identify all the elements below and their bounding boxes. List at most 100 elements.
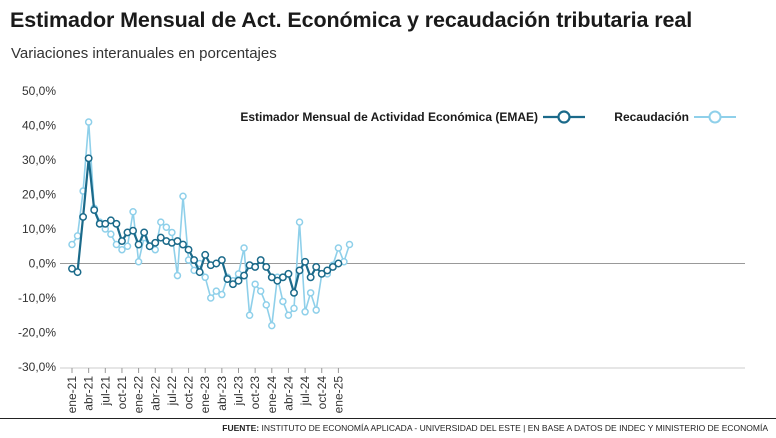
- emae-point: [112, 219, 121, 228]
- recaudacion-point: [240, 244, 248, 252]
- emae-point: [106, 216, 115, 225]
- recaudacion-point: [334, 244, 343, 252]
- recaudacion-point: [112, 240, 121, 249]
- emae-point: [273, 276, 282, 285]
- recaudacion-point: [129, 208, 137, 216]
- emae-point: [278, 273, 287, 282]
- recaudacion-point: [68, 240, 76, 249]
- source-footer: FUENTE: INSTITUTO DE ECONOMÍA APLICADA -…: [0, 418, 776, 438]
- legend-marker-recaudacion: [708, 110, 722, 124]
- recaudacion-point: [179, 192, 187, 200]
- source-label: FUENTE:: [222, 423, 260, 433]
- recaudacion-point: [290, 304, 298, 313]
- emae-point: [301, 257, 310, 266]
- recaudacion-point: [118, 245, 126, 254]
- x-tick-label: abr-22: [148, 376, 162, 411]
- x-tick-label: ene-22: [132, 376, 146, 414]
- series-emae: [68, 154, 343, 297]
- emae-point: [290, 288, 298, 297]
- emae-point: [223, 275, 232, 283]
- emae-point: [334, 259, 343, 268]
- x-tick-label: jul-21: [98, 376, 112, 407]
- y-axis: 50,0% 40,0% 30,0% 20,0% 10,0% 0,0% -10,0% -20,0…: [18, 84, 56, 374]
- x-tick-label: jul-23: [232, 376, 246, 407]
- emae-point: [284, 269, 293, 278]
- emae-point: [79, 212, 88, 221]
- recaudacion-point: [207, 294, 215, 302]
- emae-point: [240, 271, 249, 280]
- emae-point: [134, 240, 143, 249]
- x-tick-label: jul-24: [298, 376, 312, 407]
- recaudacion-point: [262, 301, 270, 309]
- series-layer: [68, 118, 354, 330]
- recaudacion-point: [134, 258, 143, 266]
- x-tick-label: abr-24: [281, 376, 295, 411]
- y-tick-label: 10,0%: [22, 222, 56, 236]
- y-tick-label: -10,0%: [18, 291, 56, 305]
- recaudacion-point: [301, 308, 309, 316]
- y-tick-label: 50,0%: [22, 84, 56, 98]
- x-tick-label: abr-21: [82, 376, 96, 411]
- emae-point: [129, 226, 138, 235]
- emae-point: [312, 263, 321, 271]
- y-tick-label: 40,0%: [22, 119, 56, 133]
- legend-marker-emae: [557, 110, 571, 124]
- emae-point: [306, 273, 315, 282]
- emae-point: [118, 237, 126, 246]
- recaudacion-point: [345, 240, 354, 249]
- recaudacion-point: [173, 271, 182, 280]
- recaudacion-point: [162, 223, 171, 232]
- recaudacion-point: [295, 218, 304, 226]
- emae-point: [262, 263, 271, 271]
- emae-point: [256, 256, 265, 264]
- emae-point: [140, 228, 149, 237]
- recaudacion-point: [284, 311, 293, 319]
- recaudacion-point: [123, 242, 132, 250]
- emae-point: [229, 280, 237, 289]
- recaudacion-point: [107, 230, 115, 238]
- emae-point: [323, 266, 332, 275]
- recaudacion-point: [218, 290, 226, 299]
- emae-point: [212, 259, 221, 268]
- emae-point: [145, 242, 154, 251]
- source-text: INSTITUTO DE ECONOMÍA APLICADA - UNIVERS…: [261, 423, 769, 433]
- x-tick-label: ene-23: [198, 376, 212, 414]
- emae-point: [251, 263, 260, 271]
- x-axis: ene-21 abr-21 jul-21 oct-21 ene-22 abr-22 jul-…: [60, 367, 745, 414]
- emae-point: [68, 264, 76, 273]
- emae-point: [195, 268, 204, 277]
- y-tick-label: -20,0%: [18, 326, 56, 340]
- emae-point: [84, 154, 93, 163]
- emae-point: [267, 273, 276, 282]
- x-tick-label: ene-24: [265, 376, 279, 414]
- recaudacion-point: [306, 289, 315, 297]
- chart-title: Estimador Mensual de Act. Económica y re…: [10, 8, 693, 32]
- chart-subtitle: Variaciones interanuales en porcentajes: [11, 45, 277, 62]
- recaudacion-point: [168, 228, 176, 237]
- y-tick-label: 20,0%: [22, 188, 56, 202]
- emae-point: [73, 268, 82, 277]
- x-tick-label: jul-22: [165, 376, 179, 407]
- recaudacion-point: [201, 273, 209, 282]
- recaudacion-point: [212, 287, 221, 295]
- recaudacion-point: [73, 232, 82, 240]
- line-chart: 50,0% 40,0% 30,0% 20,0% 10,0% 0,0% -10,0% -20,0…: [18, 84, 745, 414]
- legend: Estimador Mensual de Actividad Económica…: [240, 110, 736, 124]
- emae-point: [190, 256, 199, 264]
- recaudacion-point: [312, 306, 320, 314]
- emae-point: [217, 256, 226, 264]
- x-tick-label: ene-21: [65, 376, 79, 414]
- emae-point: [234, 276, 243, 285]
- x-tick-label: oct-24: [315, 376, 329, 410]
- recaudacion-point: [84, 118, 93, 126]
- emae-point: [101, 219, 110, 228]
- emae-point: [173, 237, 182, 246]
- emae-point: [179, 240, 187, 249]
- y-tick-label: -30,0%: [18, 360, 56, 374]
- recaudacion-point: [279, 297, 287, 306]
- legend-label-emae: Estimador Mensual de Actividad Económica…: [240, 110, 538, 124]
- recaudacion-point: [251, 280, 259, 288]
- recaudacion-point: [157, 218, 165, 226]
- y-tick-label: 0,0%: [29, 257, 57, 271]
- x-tick-label: oct-23: [248, 376, 262, 410]
